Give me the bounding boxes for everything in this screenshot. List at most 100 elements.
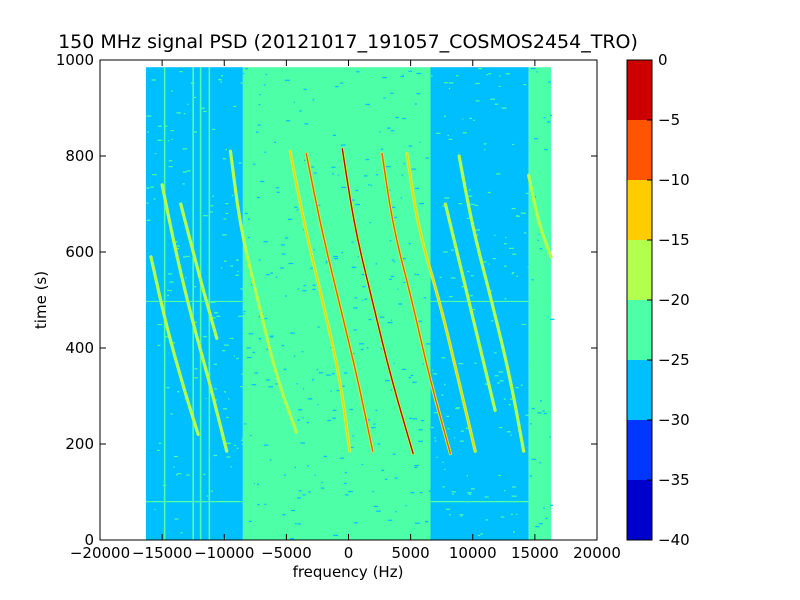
noise-speck [286, 120, 291, 122]
noise-speck [531, 67, 536, 70]
noise-speck [252, 163, 256, 165]
noise-speck [185, 277, 187, 279]
noise-speck [167, 140, 170, 142]
noise-speck [256, 131, 259, 133]
noise-speck [476, 234, 478, 236]
noise-speck [535, 526, 540, 528]
noise-speck [528, 365, 532, 367]
noise-speck [380, 148, 384, 150]
noise-speck [318, 372, 323, 374]
noise-speck [488, 263, 490, 265]
colorbar-tick-label: −5 [658, 111, 680, 129]
noise-speck [408, 70, 412, 72]
noise-speck [340, 144, 346, 146]
noise-speck [333, 255, 338, 258]
noise-speck [343, 372, 348, 374]
noise-speck [264, 151, 267, 153]
noise-speck [402, 117, 406, 120]
noise-speck [171, 90, 173, 92]
noise-speck [390, 275, 395, 277]
noise-speck [418, 440, 423, 442]
noise-texture [146, 67, 555, 540]
noise-speck [235, 274, 240, 276]
noise-speck [542, 410, 545, 412]
noise-speck [218, 79, 222, 81]
noise-speck [154, 508, 156, 511]
noise-speck [351, 266, 357, 268]
noise-speck [456, 75, 459, 77]
noise-speck [243, 72, 245, 75]
noise-speck [443, 251, 448, 253]
noise-speck [432, 373, 438, 375]
noise-speck [264, 503, 267, 505]
noise-speck [242, 443, 247, 445]
noise-speck [416, 274, 420, 276]
noise-speck [384, 478, 388, 480]
noise-speck [543, 117, 546, 119]
noise-speck [408, 377, 411, 379]
noise-speck [244, 212, 248, 215]
noise-speck [393, 362, 395, 364]
noise-speck [506, 431, 511, 433]
x-tick-label: −15000 [132, 544, 192, 562]
noise-speck [496, 173, 501, 175]
noise-speck [448, 82, 454, 84]
noise-speck [434, 412, 439, 414]
noise-speck [251, 384, 257, 386]
noise-speck [505, 73, 510, 75]
noise-speck [240, 386, 243, 388]
noise-speck [258, 316, 260, 318]
noise-speck [388, 189, 391, 191]
noise-speck [226, 416, 229, 418]
noise-speck [158, 442, 162, 444]
noise-speck [382, 77, 387, 79]
noise-speck [349, 199, 355, 201]
noise-speck [516, 513, 518, 515]
noise-speck [442, 486, 445, 488]
signal-trace [305, 152, 374, 452]
noise-speck [308, 491, 311, 493]
noise-speck [385, 166, 391, 168]
noise-speck [525, 192, 529, 194]
noise-speck [238, 315, 243, 317]
noise-speck [297, 419, 300, 421]
noise-speck [258, 338, 262, 340]
noise-speck [200, 107, 205, 109]
noise-speck [223, 344, 229, 346]
noise-speck [387, 322, 393, 324]
noise-speck [243, 313, 245, 315]
noise-speck [362, 286, 366, 288]
noise-speck [471, 488, 475, 490]
x-axis-label: frequency (Hz) [293, 563, 404, 581]
noise-speck [330, 347, 332, 349]
noise-speck [241, 439, 246, 441]
signal-trace [458, 155, 525, 452]
noise-speck [510, 434, 512, 436]
noise-speck [205, 397, 207, 400]
noise-speck [366, 347, 369, 349]
noise-speck [444, 197, 450, 199]
noise-speck [193, 96, 197, 98]
noise-speck [177, 391, 180, 393]
noise-speck [491, 320, 494, 322]
colorbar-segment [627, 60, 652, 120]
noise-speck [146, 115, 152, 117]
noise-speck [313, 249, 315, 251]
noise-speck [414, 187, 419, 189]
noise-speck [203, 473, 206, 475]
noise-speck [157, 324, 163, 326]
noise-speck [236, 447, 239, 449]
noise-speck [182, 148, 188, 150]
noise-speck [451, 249, 454, 251]
noise-speck [304, 123, 309, 125]
noise-speck [498, 85, 501, 87]
noise-speck [414, 522, 420, 524]
noise-speck [474, 204, 479, 207]
colorbar-tick-label: −25 [658, 351, 690, 369]
noise-speck [521, 323, 527, 326]
noise-speck [548, 81, 552, 83]
y-tick-label: 1000 [56, 51, 94, 69]
noise-speck [268, 386, 273, 388]
noise-speck [512, 272, 515, 274]
noise-speck [154, 153, 157, 155]
